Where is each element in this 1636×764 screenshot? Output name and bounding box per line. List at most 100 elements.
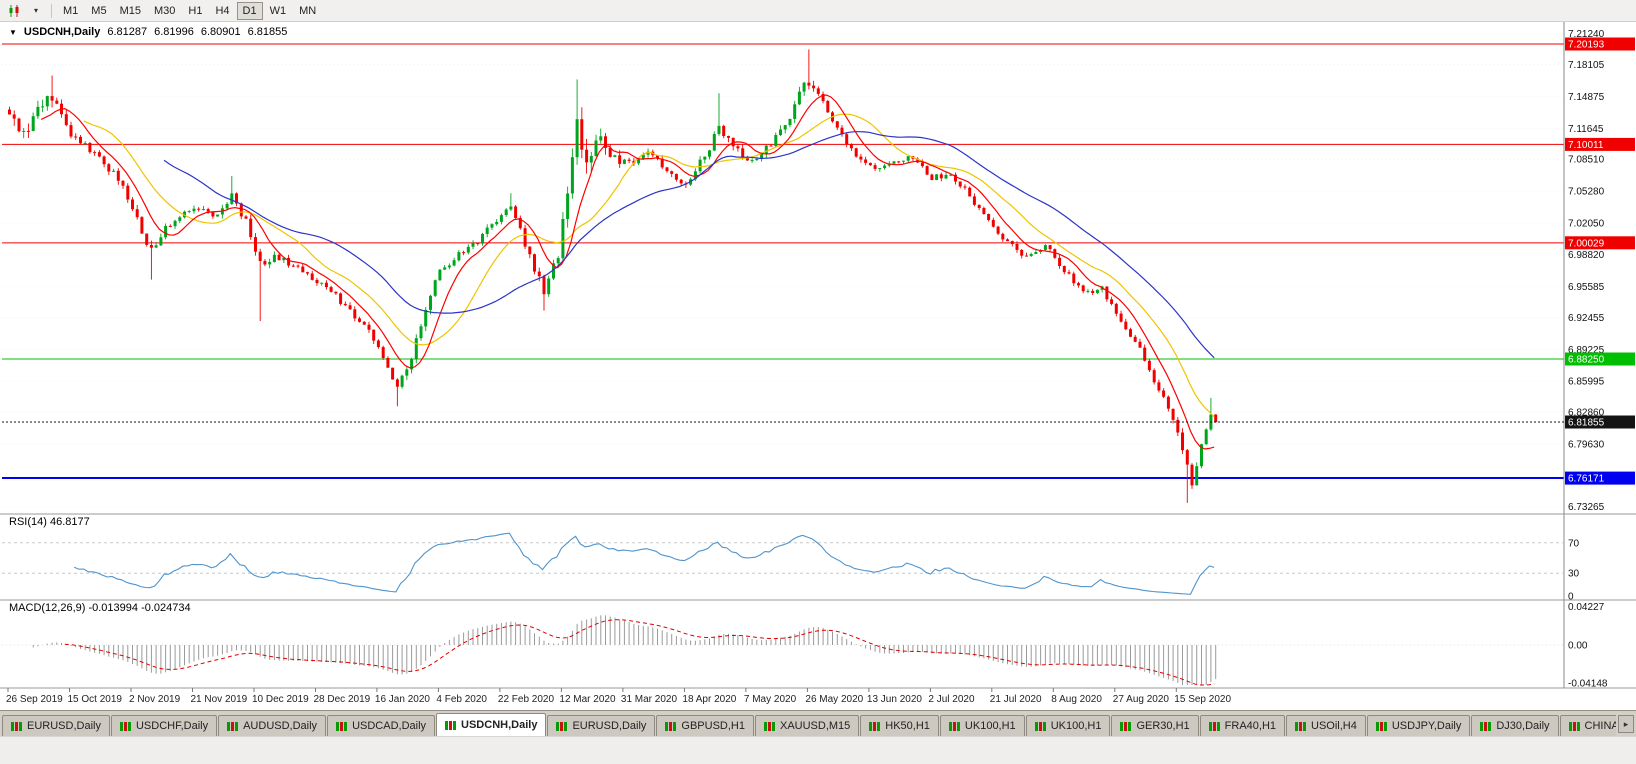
date-label: 26 May 2020 [805,694,863,705]
tab-fra40-h1[interactable]: FRA40,H1 [1199,715,1286,736]
candle-body [334,291,338,294]
date-label: 26 Sep 2019 [6,694,63,705]
tab-label: GER30,H1 [1136,720,1190,732]
candle-body [561,219,565,259]
candle-body [604,136,607,148]
tab-audusd-daily[interactable]: AUDUSD,Daily [218,715,327,736]
timeframe-mn-button[interactable]: MN [293,2,322,20]
timeframe-m5-button[interactable]: M5 [85,2,112,20]
macd-indicator-label: MACD(12,26,9) -0.013994 -0.024734 [6,602,194,614]
chart-symbol-label: USDCNH,Daily [23,26,101,38]
candle-body [26,130,30,132]
level-price-badge-text: 7.10011 [1568,140,1604,151]
candle-body [920,162,924,167]
candle-body [495,221,499,225]
candle-body [1006,239,1009,242]
candle-body [36,106,40,117]
tab-usdchf-daily[interactable]: USDCHF,Daily [110,715,218,736]
candle-body [774,135,778,147]
candle-body [731,137,735,147]
candle-body [395,379,399,387]
candle-body [69,125,73,137]
tab-gbpusd-h1[interactable]: GBPUSD,H1 [656,715,754,736]
chart-canvas[interactable]: 7.21240 7.18105 7.14875 7.11645 7.08510 7.052… [0,22,1636,710]
timeframe-m15-button[interactable]: M15 [114,2,147,20]
tab-usoil-h4[interactable]: USOil,H4 [1286,715,1366,736]
tab-dj30-daily[interactable]: DJ30,Daily [1471,715,1559,736]
candle-body [320,282,324,284]
candle-body [296,265,300,267]
candle-body [840,127,844,135]
candle-body [324,282,328,288]
candle-body [1162,390,1166,397]
timeframe-h4-button[interactable]: H4 [209,2,235,20]
tab-eurusd-daily[interactable]: EURUSD,Daily [2,715,110,736]
chart-tab-icon [1568,721,1580,731]
candle-body [1072,273,1076,284]
candle-body [93,152,97,154]
candle-body [102,156,106,165]
candle-body [835,121,839,128]
chart-tabs-row: EURUSD,Daily USDCHF,Daily AUDUSD,Daily USDC… [2,713,1616,736]
date-label: 31 Mar 2020 [621,694,678,705]
candle-body [485,227,489,234]
candle-body [107,164,111,172]
candle-body [1105,286,1109,300]
tab-ger30-h1[interactable]: GER30,H1 [1111,715,1199,736]
tab-usdcnh-daily[interactable]: USDCNH,Daily [436,713,547,736]
tab-china300-h1[interactable]: CHINA300,H1 [1559,715,1616,736]
candle-body [963,186,967,188]
timeframe-d1-button[interactable]: D1 [236,1,263,20]
candle-body [268,262,272,265]
timeframe-m1-button[interactable]: M1 [57,2,84,20]
candle-body [845,134,849,145]
tabs-scroll-right-button[interactable]: ▸ [1618,715,1634,733]
tab-uk100-h1[interactable]: UK100,H1 [939,715,1025,736]
tab-eurusd-daily[interactable]: EURUSD,Daily [547,715,656,736]
candle-body [1214,414,1218,423]
chart-window: 7.21240 7.18105 7.14875 7.11645 7.08510 7.052… [0,22,1636,710]
level-price-badge-text: 6.76171 [1568,474,1605,485]
candle-body [812,85,816,89]
level-price-badge-bg [1565,236,1635,250]
chart-tab-icon [119,721,131,731]
chart-type-button[interactable] [4,2,26,20]
date-label: 8 Aug 2020 [1051,694,1102,705]
candle-body [410,359,414,370]
chart-dropdown-button[interactable]: ▾ [26,2,46,20]
candle-body [1176,419,1180,433]
candle-body [1081,285,1085,292]
candle-body [381,347,385,358]
candle-body [419,326,423,339]
candle-body [433,280,437,296]
candle-body [1143,347,1147,361]
candle-body [542,276,546,295]
candle-body [977,204,981,208]
tab-usdcad-daily[interactable]: USDCAD,Daily [327,715,436,736]
date-label: 2 Jul 2020 [928,694,975,705]
candle-body [868,162,872,166]
candle-body [712,134,716,151]
candle-body [585,149,589,163]
date-label: 28 Dec 2019 [314,694,371,705]
timeframe-h1-button[interactable]: H1 [182,2,208,20]
candle-body [135,209,139,218]
price-axis-label: 6.73265 [1568,502,1605,513]
timeframe-m30-button[interactable]: M30 [148,2,181,20]
candle-body [991,219,995,227]
candle-body [490,224,494,228]
candle-body [627,159,631,161]
date-label: 10 Dec 2019 [252,694,309,705]
candle-body [1062,266,1066,273]
candle-body [509,206,513,210]
candle-body [637,159,641,164]
chart-tab-icon [1480,721,1492,731]
tab-xauusd-m15[interactable]: XAUUSD,M15 [754,715,860,736]
tab-uk100-h1[interactable]: UK100,H1 [1025,715,1111,736]
candle-body [1157,382,1161,391]
timeframe-w1-button[interactable]: W1 [264,2,293,20]
chart-menu-caret-icon[interactable]: ▼ [9,27,17,37]
tab-usdjpy-daily[interactable]: USDJPY,Daily [1366,715,1471,736]
candle-body [287,257,291,266]
tab-hk50-h1[interactable]: HK50,H1 [860,715,939,736]
